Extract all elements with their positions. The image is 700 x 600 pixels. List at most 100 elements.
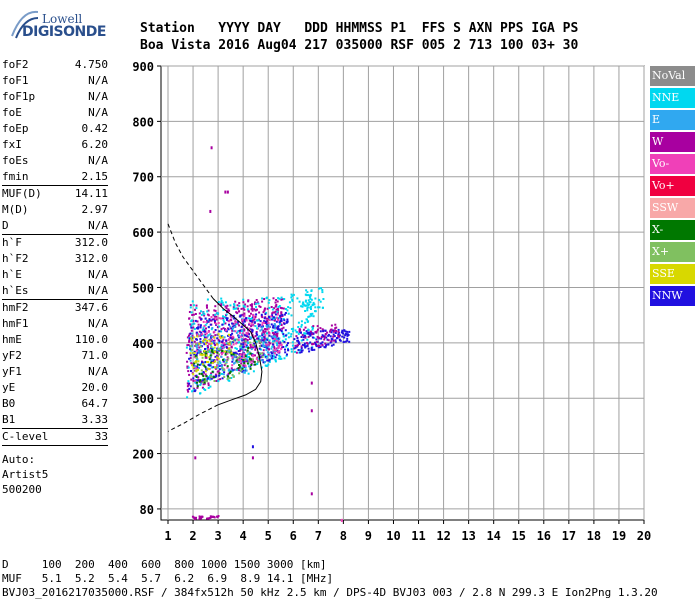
echo-point <box>196 358 199 361</box>
echo-point <box>235 352 238 355</box>
echo-point <box>302 338 305 341</box>
echo-point <box>222 344 225 347</box>
echo-point <box>255 305 257 308</box>
echo-point <box>296 297 299 300</box>
echo-point <box>277 297 280 300</box>
param-row-clevel: C-level 33 <box>2 429 108 445</box>
echo-point <box>263 320 266 323</box>
isolated-echo-point <box>194 456 197 460</box>
echo-point <box>201 333 204 336</box>
echo-point <box>312 325 315 328</box>
echo-point <box>295 335 298 338</box>
echo-point <box>241 353 244 356</box>
echo-point <box>310 314 313 317</box>
echo-point <box>220 344 223 347</box>
echo-point <box>222 373 225 376</box>
echo-point <box>237 307 240 310</box>
x-tick-label: 9 <box>365 529 372 543</box>
echo-point <box>307 304 310 306</box>
echo-point <box>317 306 320 309</box>
echo-point <box>274 305 277 308</box>
echo-point <box>333 329 336 332</box>
echo-point <box>234 330 237 333</box>
echo-point <box>264 313 267 316</box>
param-label: foF1p <box>2 90 36 103</box>
echo-point <box>197 360 200 363</box>
echo-point <box>240 343 243 346</box>
echo-point <box>287 348 289 351</box>
echo-point <box>199 324 202 327</box>
echo-point <box>286 320 289 323</box>
echo-point <box>249 367 252 370</box>
echo-point <box>226 378 229 380</box>
echo-point <box>229 304 232 307</box>
param-value: 3.33 <box>81 413 109 426</box>
echo-point <box>287 306 290 309</box>
echo-point <box>262 329 265 332</box>
echo-point <box>230 353 233 356</box>
echo-point <box>338 338 341 341</box>
x-tick-label: 3 <box>214 529 221 543</box>
echo-point <box>227 375 230 378</box>
echo-point <box>321 291 324 294</box>
echo-point <box>294 329 297 332</box>
echo-point <box>230 377 233 379</box>
echo-point <box>272 351 275 354</box>
echo-point <box>242 342 245 344</box>
echo-point <box>259 352 261 355</box>
echo-point <box>202 361 205 364</box>
echo-point <box>235 307 238 310</box>
echo-point <box>198 342 201 345</box>
param-row-d: D N/A <box>2 218 108 234</box>
header-labels-row: Station YYYY DAY DDD HHMMSS P1 FFS S AXN… <box>140 21 587 36</box>
echo-point <box>195 360 198 363</box>
echo-point <box>250 312 252 315</box>
echo-point <box>196 366 199 369</box>
echo-point <box>274 352 276 355</box>
echo-point <box>225 346 228 348</box>
echo-point <box>275 349 278 352</box>
echo-point <box>219 378 222 381</box>
echo-point <box>217 312 219 315</box>
echo-point <box>263 335 266 338</box>
echo-point <box>206 345 209 347</box>
echo-point <box>255 331 258 333</box>
echo-point <box>252 370 255 373</box>
echo-point <box>203 388 206 391</box>
echo-point <box>277 306 280 308</box>
echo-point <box>297 326 300 328</box>
echo-point <box>238 310 241 313</box>
echo-point <box>264 316 267 319</box>
echo-point <box>214 376 217 379</box>
param-value: 33 <box>94 430 108 443</box>
echo-point <box>321 306 324 309</box>
echo-point <box>256 363 259 365</box>
echo-point <box>265 343 268 346</box>
echo-point <box>224 305 227 308</box>
echo-point <box>273 347 276 350</box>
echo-point <box>249 365 252 368</box>
echo-point <box>314 331 317 333</box>
echo-point <box>198 330 201 333</box>
echo-point <box>267 345 270 348</box>
echo-point <box>319 346 322 348</box>
profile-dashed-upper <box>167 223 214 299</box>
echo-point <box>220 304 223 307</box>
echo-point <box>191 390 194 393</box>
echo-point <box>188 339 191 342</box>
echo-point <box>198 335 201 338</box>
echo-point <box>267 348 270 351</box>
echo-point <box>260 313 263 316</box>
echo-point <box>242 371 245 374</box>
echo-point <box>208 318 211 321</box>
echo-point <box>194 313 197 315</box>
param-value: N/A <box>88 74 108 87</box>
echo-point <box>228 333 230 336</box>
echo-point <box>332 343 335 346</box>
param-label: foF1 <box>2 74 29 87</box>
echo-point <box>231 356 234 359</box>
echo-point <box>270 347 273 350</box>
echo-point <box>195 349 198 352</box>
echo-point <box>278 305 281 307</box>
echo-point <box>209 323 212 326</box>
